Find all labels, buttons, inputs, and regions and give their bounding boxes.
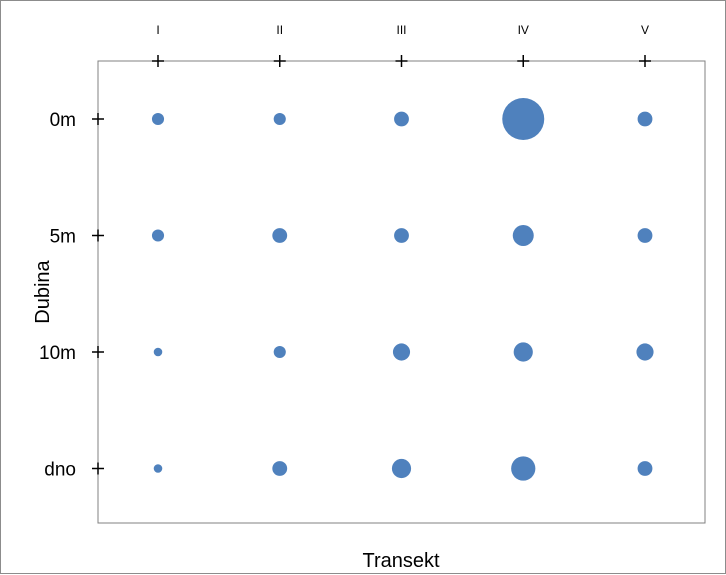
bubble-point <box>272 228 288 243</box>
bubble-point <box>394 111 409 127</box>
bubble-point <box>273 345 286 359</box>
bubble-point <box>151 229 165 242</box>
x-tick-label: III <box>396 23 406 37</box>
x-tick-label: I <box>156 23 159 37</box>
bubble-point <box>637 111 653 127</box>
y-tick-label: 5m <box>50 227 76 248</box>
x-axis-title: Transekt <box>362 550 440 572</box>
bubble-point <box>636 343 654 361</box>
bubble-point <box>502 98 545 140</box>
y-tick-label: 0m <box>50 110 76 131</box>
bubble-point <box>153 464 163 473</box>
y-axis-ticks: 0m 5m 10m dno <box>39 110 104 481</box>
bubble-point <box>394 228 409 243</box>
x-axis-ticks: I II III IV V <box>152 23 651 67</box>
bubble-point <box>151 112 165 126</box>
bubble-series <box>151 98 654 481</box>
bubble-point <box>153 347 163 357</box>
x-tick-label: II <box>276 23 283 37</box>
bubble-point <box>272 461 288 476</box>
y-tick-label: dno <box>44 460 76 481</box>
bubble-point <box>391 458 412 479</box>
y-tick-label: 10m <box>39 343 76 364</box>
y-axis-title: Dubina <box>32 259 54 323</box>
bubble-point <box>637 228 653 243</box>
plot-area <box>97 60 706 524</box>
bubble-point <box>513 342 533 362</box>
x-tick-label: V <box>641 23 649 37</box>
x-tick-label: IV <box>518 23 529 37</box>
bubble-point <box>637 461 653 476</box>
bubble-point <box>511 456 536 481</box>
bubble-point <box>392 343 411 361</box>
bubble-point <box>512 225 534 246</box>
bubble-point <box>273 112 286 126</box>
